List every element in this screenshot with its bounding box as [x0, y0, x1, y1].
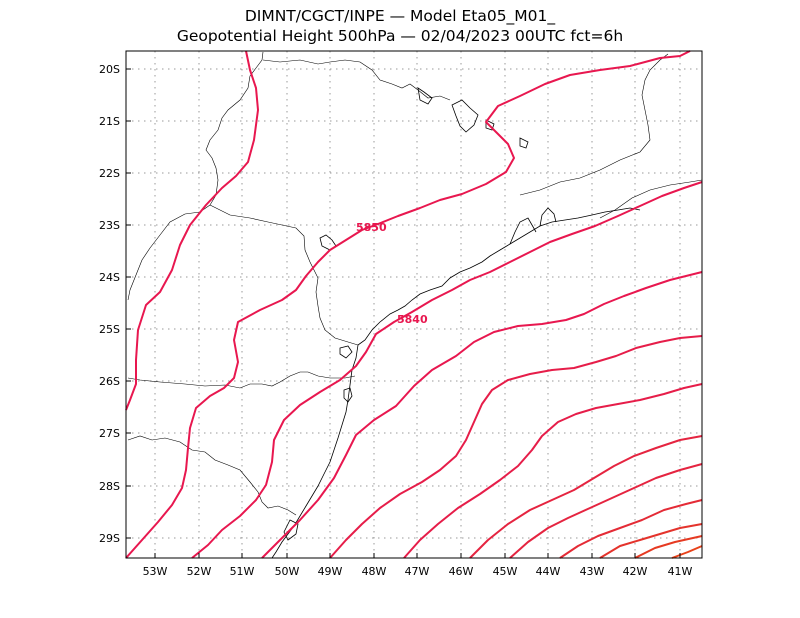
- longitude-tick-label: 52W: [187, 565, 212, 578]
- latitude-tick-label: 23S: [99, 219, 120, 232]
- latitude-tick-label: 21S: [99, 115, 120, 128]
- map-frame: [125, 50, 703, 559]
- latitude-tick-label: 27S: [99, 427, 120, 440]
- height-contour-8: [509, 463, 703, 559]
- longitude-tick-label: 42W: [623, 565, 648, 578]
- longitude-tick-label: 45W: [493, 565, 518, 578]
- latitude-tick-label: 25S: [99, 323, 120, 336]
- height-contour-7: [469, 435, 703, 559]
- height-contour-5: [329, 335, 703, 559]
- contour-label-5850: 5850: [356, 221, 387, 234]
- latitude-axis: 20S 21S 22S 23S 24S 25S 26S 27S 28S 29S: [99, 63, 131, 545]
- longitude-tick-label: 49W: [318, 565, 343, 578]
- longitude-tick-label: 41W: [668, 565, 693, 578]
- latitude-tick-label: 28S: [99, 480, 120, 493]
- height-contour-6: [403, 383, 703, 559]
- longitude-tick-label: 43W: [580, 565, 605, 578]
- height-contour-2: [125, 50, 691, 559]
- latitude-tick-label: 26S: [99, 375, 120, 388]
- longitude-tick-label: 51W: [230, 565, 255, 578]
- title-line-1: DIMNT/CGCT/INPE — Model Eta05_M01_: [245, 7, 556, 26]
- height-contour-9: [559, 499, 703, 559]
- longitude-axis: 53W 52W 51W 50W 49W 48W 47W 46W 45W 44W 43W 42W 41W: [143, 553, 693, 578]
- latitude-tick-label: 22S: [99, 167, 120, 180]
- height-contour-4: [261, 271, 703, 559]
- contour-label-5840: 5840: [397, 313, 428, 326]
- height-contour-11: [634, 535, 703, 559]
- title-line-2: Geopotential Height 500hPa — 02/04/2023 …: [177, 27, 623, 45]
- gridlines: [126, 51, 702, 558]
- longitude-tick-label: 46W: [449, 565, 474, 578]
- longitude-tick-label: 44W: [536, 565, 561, 578]
- latitude-tick-label: 24S: [99, 271, 120, 284]
- geopotential-height-contours: [125, 50, 703, 559]
- latitude-tick-label: 29S: [99, 532, 120, 545]
- latitude-tick-label: 20S: [99, 63, 120, 76]
- longitude-tick-label: 48W: [362, 565, 387, 578]
- longitude-tick-label: 50W: [275, 565, 300, 578]
- height-contour-10: [599, 523, 703, 559]
- height-contour-12: [671, 545, 703, 559]
- contour-labels: 5850 5840: [356, 221, 428, 326]
- longitude-tick-label: 53W: [143, 565, 168, 578]
- coastline-and-borders: [127, 51, 703, 559]
- height-contour-1: [125, 50, 259, 411]
- height-contour-3: [191, 181, 703, 559]
- longitude-tick-label: 47W: [405, 565, 430, 578]
